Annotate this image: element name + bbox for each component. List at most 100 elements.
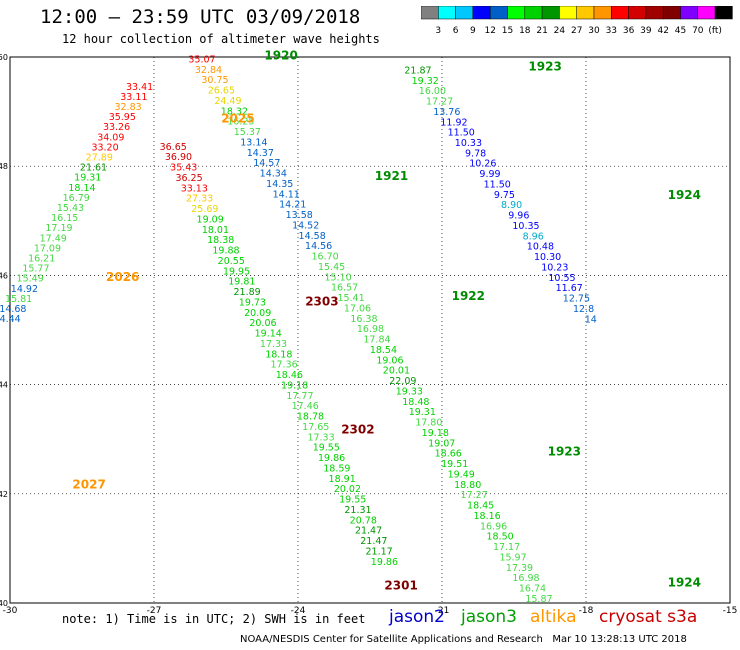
footnote: note: 1) Time is in UTC; 2) SWH is in fe… bbox=[62, 612, 366, 626]
swh-value: 9.78 bbox=[465, 148, 486, 159]
swh-value: 19.73 bbox=[239, 297, 266, 308]
swh-value: 19.33 bbox=[396, 386, 423, 397]
swh-value: 15.45 bbox=[318, 262, 345, 273]
swh-value: 30.75 bbox=[201, 75, 228, 86]
swh-value: 19.09 bbox=[197, 214, 224, 225]
swh-value: 21.87 bbox=[404, 65, 431, 76]
swh-value: 16.21 bbox=[28, 253, 55, 264]
swh-value: 13.76 bbox=[433, 107, 460, 118]
swh-value: 20.06 bbox=[249, 318, 276, 329]
swh-value: 15.49 bbox=[17, 274, 44, 285]
swh-value: 20.02 bbox=[334, 484, 361, 495]
color-scale-label: 18 bbox=[519, 26, 531, 36]
track-2025: 35.0732.8430.7526.6524.4918.3216.2515.37… bbox=[188, 54, 552, 604]
color-scale-label: 39 bbox=[640, 26, 652, 36]
swh-value: 16.74 bbox=[519, 584, 546, 595]
swh-value: 32.84 bbox=[195, 65, 222, 76]
swh-value: 19.55 bbox=[313, 443, 340, 454]
track-time-label: 1923 bbox=[548, 445, 581, 459]
swh-value: 15.10 bbox=[324, 272, 351, 283]
color-scale-label: (ft) bbox=[708, 26, 722, 36]
track-time-label: 1923 bbox=[528, 60, 561, 74]
swh-value: 18.59 bbox=[323, 463, 350, 474]
track-time-label: 1921 bbox=[375, 169, 408, 183]
lon-tick-label: -18 bbox=[579, 606, 594, 616]
swh-value: 19.51 bbox=[441, 459, 468, 470]
color-scale-legend: 3 6 9 12 15 18 21 24 27 30 33 36 39 42 45 70 (ft) bbox=[421, 6, 733, 36]
track-time-label: 2025 bbox=[221, 112, 254, 126]
swh-value: 19.86 bbox=[318, 453, 345, 464]
swh-value: 14.68 bbox=[0, 304, 26, 315]
swh-value: 36.90 bbox=[165, 152, 192, 163]
lon-tick-label: -21 bbox=[435, 606, 450, 616]
legend-jason3: jason3 bbox=[461, 607, 517, 627]
map-frame: -30 -27 -24 -21 -18 -15 50 48 46 44 42 40 bbox=[0, 53, 737, 616]
swh-value: 17.19 bbox=[45, 223, 72, 234]
legend-jason2: jason2 bbox=[389, 607, 445, 627]
swh-value: 35.43 bbox=[170, 163, 197, 174]
swh-value: 14.37 bbox=[247, 148, 274, 159]
swh-value: 14.92 bbox=[11, 284, 38, 295]
swh-value: 16.70 bbox=[312, 252, 339, 263]
swh-value: 17.77 bbox=[286, 391, 313, 402]
color-scale-label: 21 bbox=[536, 26, 547, 36]
lat-tick-label: 44 bbox=[0, 381, 8, 390]
swh-value: 16.98 bbox=[357, 324, 384, 335]
color-scale-label: 70 bbox=[692, 26, 704, 36]
swh-value: 16.96 bbox=[480, 521, 507, 532]
swh-value: 9.96 bbox=[508, 211, 529, 222]
color-scale-label: 3 bbox=[435, 26, 441, 36]
swh-value: 9.75 bbox=[494, 190, 515, 201]
swh-value: 20.09 bbox=[244, 308, 271, 319]
track-time-label: 1924 bbox=[668, 188, 701, 202]
swh-value: 12.8 bbox=[573, 304, 594, 315]
swh-value: 19.55 bbox=[339, 495, 366, 506]
swh-value: 18.16 bbox=[474, 511, 501, 522]
swh-value: 10.48 bbox=[527, 242, 554, 253]
swh-value: 18.18 bbox=[265, 349, 292, 360]
swh-value: 19.49 bbox=[448, 469, 475, 480]
swh-value: 10.33 bbox=[455, 138, 482, 149]
lon-tick-label: -30 bbox=[3, 606, 18, 616]
swh-value: 21.89 bbox=[234, 287, 261, 298]
swh-value: 18.80 bbox=[454, 480, 481, 491]
swh-value: 10.23 bbox=[541, 262, 568, 273]
swh-value: 34.09 bbox=[97, 132, 124, 143]
color-scale-label: 42 bbox=[657, 26, 668, 36]
swh-value: 15.97 bbox=[499, 552, 526, 563]
track-time-label: 1920 bbox=[264, 49, 297, 63]
swh-value: 20.01 bbox=[383, 366, 410, 377]
swh-value: 15.87 bbox=[525, 594, 552, 605]
swh-value: 17.80 bbox=[415, 418, 442, 429]
swh-value: 19.32 bbox=[412, 76, 439, 87]
swh-value: 19.81 bbox=[228, 277, 255, 288]
swh-value: 17.39 bbox=[506, 563, 533, 574]
lat-tick-label: 42 bbox=[0, 490, 8, 499]
lon-tick-label: -15 bbox=[723, 606, 738, 616]
swh-value: 17.65 bbox=[302, 422, 329, 433]
swh-value: 14 bbox=[585, 314, 597, 325]
color-scale-label: 30 bbox=[588, 26, 600, 36]
swh-value: 26.65 bbox=[208, 86, 235, 97]
swh-value: 10.26 bbox=[469, 159, 496, 170]
swh-value: 16.98 bbox=[512, 573, 539, 584]
swh-value: 20.78 bbox=[350, 515, 377, 526]
swh-value: 17.09 bbox=[34, 243, 61, 254]
color-swatch bbox=[714, 6, 733, 20]
swh-value: 33.11 bbox=[120, 92, 147, 103]
lat-tick-label: 40 bbox=[0, 599, 8, 608]
swh-value: 19.88 bbox=[212, 246, 239, 257]
lat-tick-label: 50 bbox=[0, 53, 8, 62]
swh-value: 19.18 bbox=[422, 428, 449, 439]
swh-value: 14.11 bbox=[273, 189, 300, 200]
swh-value: 33.41 bbox=[126, 82, 153, 93]
credit-line: NOAA/NESDIS Center for Satellite Applica… bbox=[240, 634, 687, 645]
swh-value: 8.96 bbox=[523, 231, 544, 242]
swh-value: 15.43 bbox=[57, 203, 84, 214]
swh-value: 19.06 bbox=[376, 355, 403, 366]
swh-value: 21.31 bbox=[344, 505, 371, 516]
swh-value: 18.50 bbox=[486, 532, 513, 543]
swh-value: 19.86 bbox=[371, 557, 398, 568]
swh-value: 33.20 bbox=[91, 142, 118, 153]
